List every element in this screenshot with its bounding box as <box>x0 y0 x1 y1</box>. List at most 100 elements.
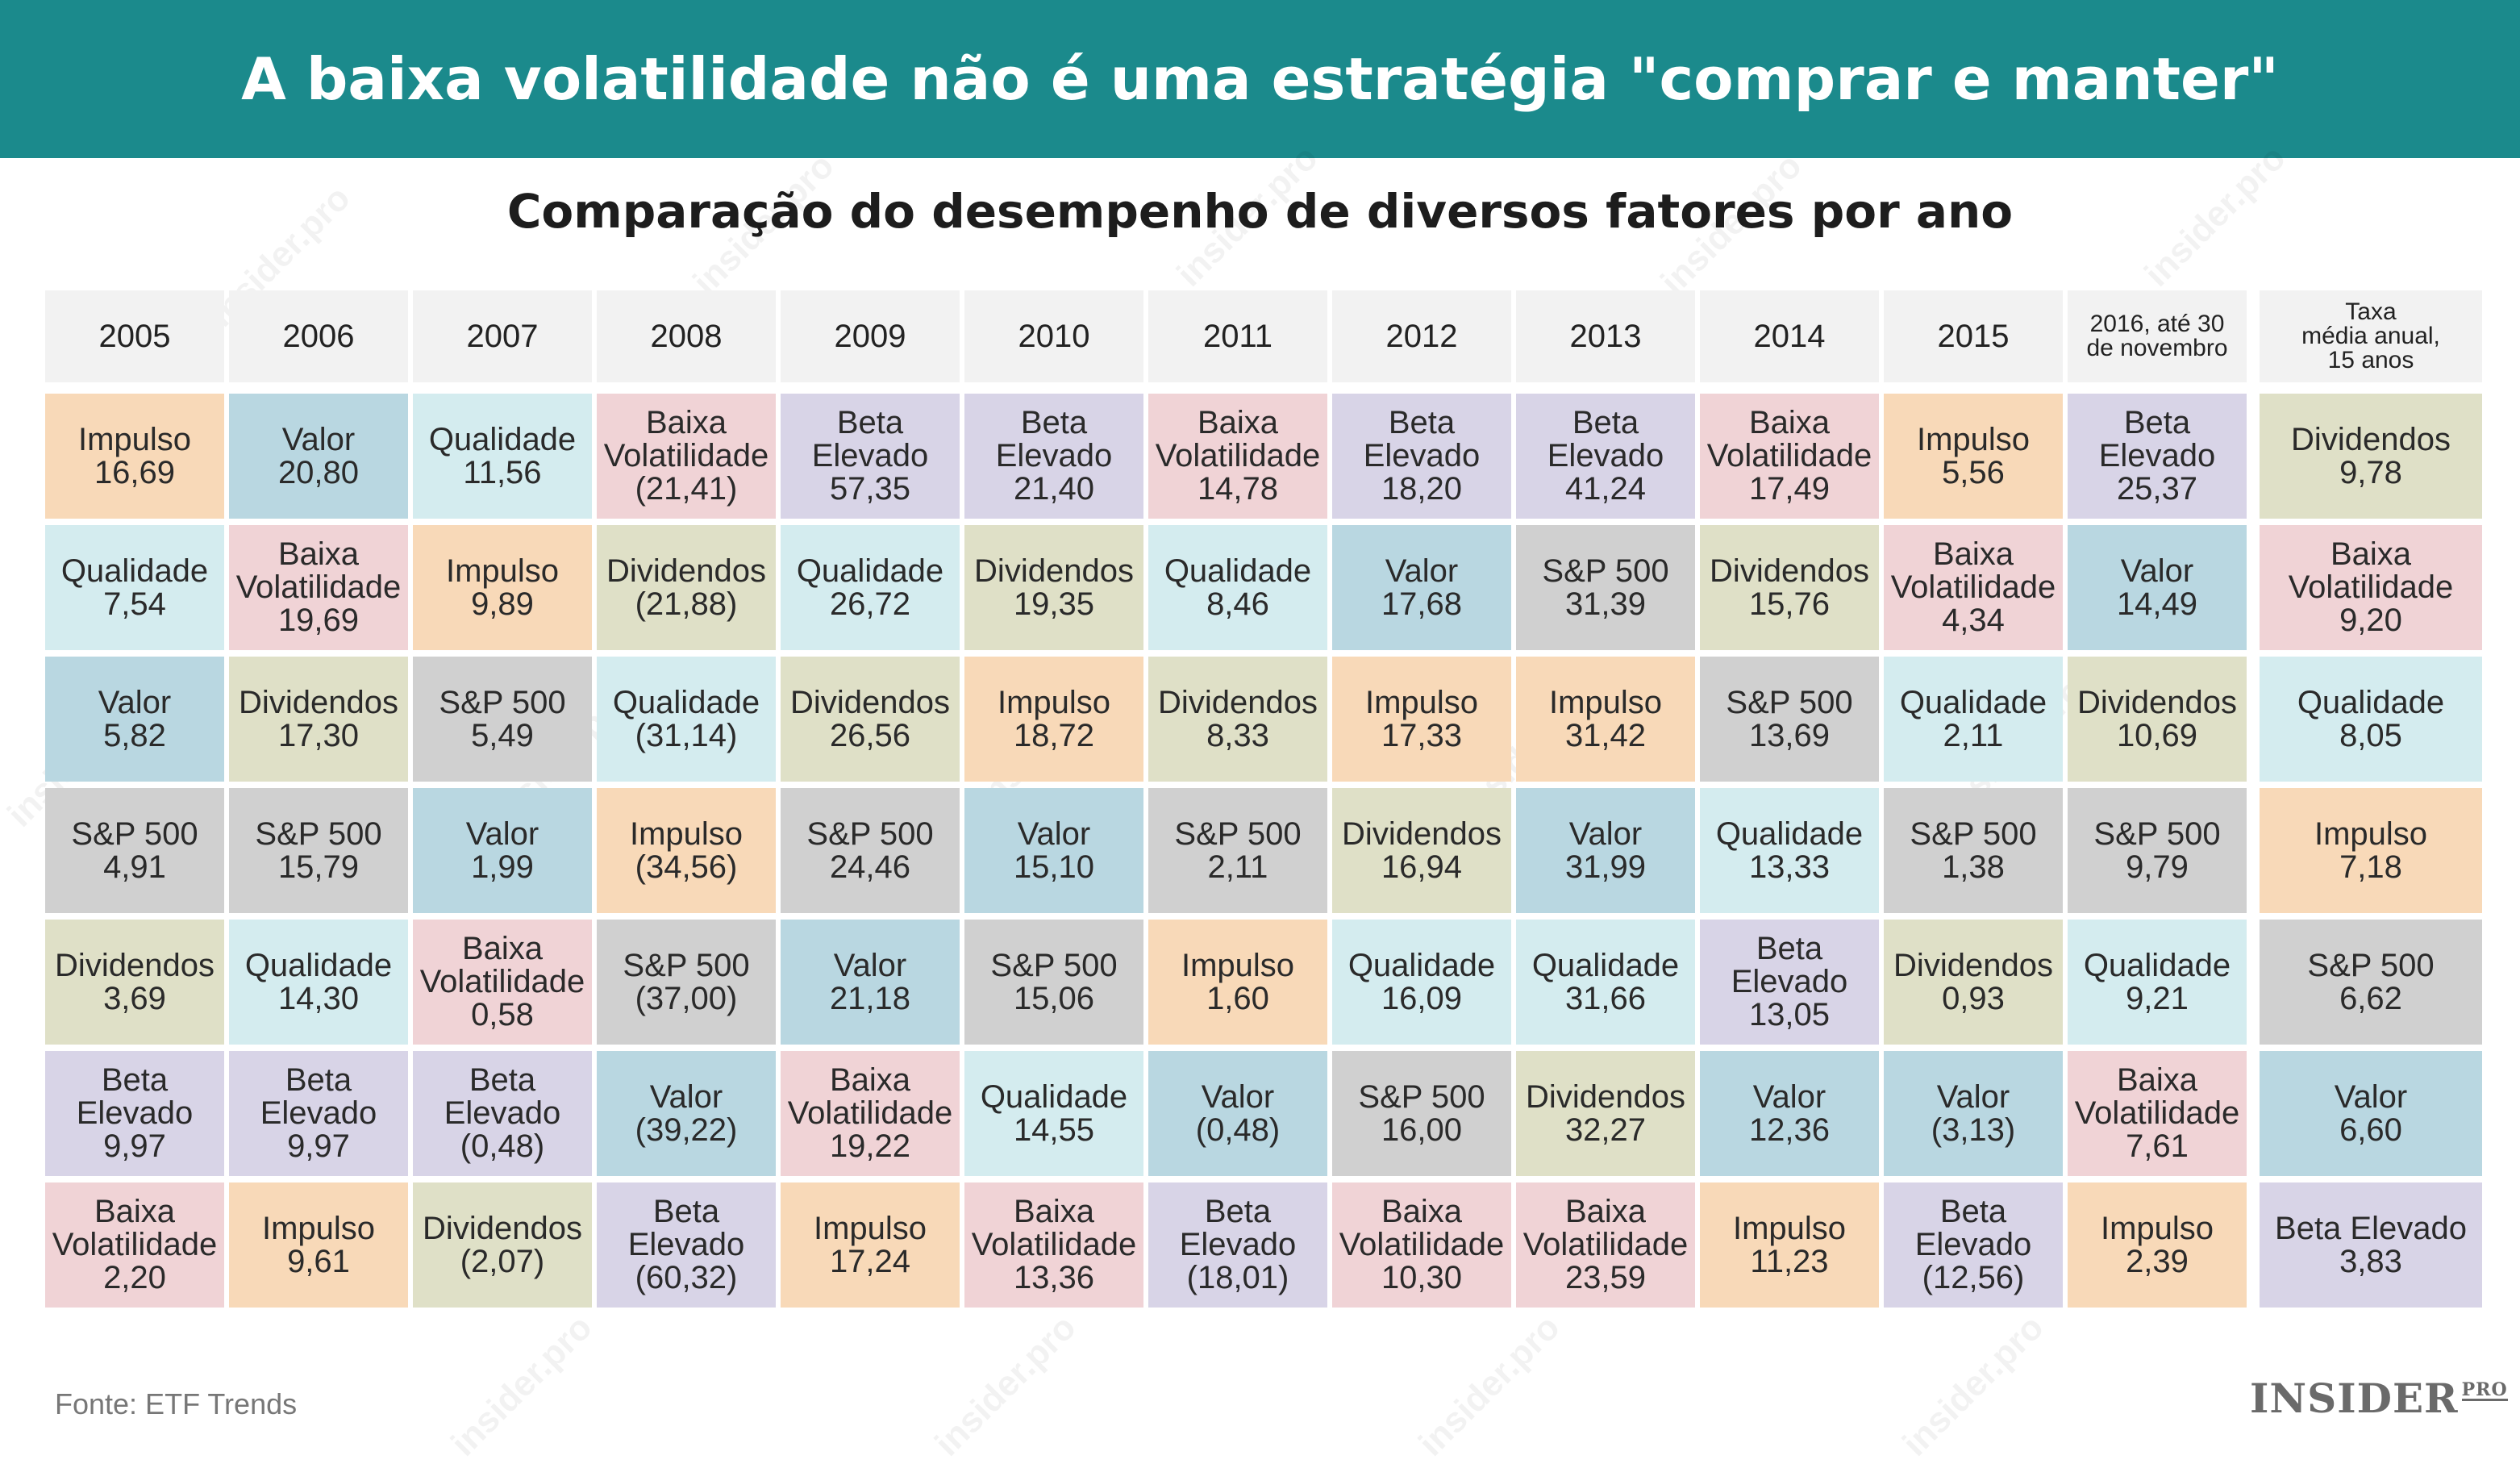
factor-cell-content: Qualidade 14,30 <box>245 949 392 1016</box>
factor-value: 14,30 <box>277 980 360 1016</box>
column-header-line: 2008 <box>650 318 723 354</box>
factor-value: 9,78 <box>2339 454 2402 490</box>
factor-cell: Beta Elevado (12,56) <box>1884 1182 2063 1308</box>
column-header: 2012 <box>1332 290 1511 382</box>
factor-label: Qualidade <box>1899 684 2047 720</box>
logo-main-text: INSIDER <box>2250 1374 2459 1422</box>
factor-cell-content: Beta Elevado 41,24 <box>1547 407 1664 506</box>
factor-cell-content: Qualidade 8,46 <box>1164 553 1312 621</box>
factor-cell: Impulso 9,89 <box>413 525 592 650</box>
factor-cell-content: Dividendos 9,78 <box>2291 423 2451 490</box>
factor-label: S&P 500 <box>1358 1078 1485 1115</box>
factor-cell: S&P 500 15,06 <box>964 920 1143 1045</box>
factor-value: 31,99 <box>1564 849 1647 885</box>
factor-label: Beta <box>2123 405 2191 440</box>
factor-cell: Qualidade 13,33 <box>1700 788 1879 913</box>
factor-value: 57,35 <box>829 471 911 507</box>
factor-cell-content: Baixa Volatilidade 13,36 <box>972 1195 1137 1295</box>
factor-value: 10,30 <box>1381 1260 1463 1295</box>
factor-cell: Dividendos 26,56 <box>781 657 960 782</box>
factor-cell-content: Baixa Volatilidade 23,59 <box>1523 1195 1689 1295</box>
factor-label: Qualidade <box>1164 553 1312 589</box>
factor-value: 21,18 <box>829 980 911 1016</box>
factor-value: 16,09 <box>1381 980 1463 1016</box>
factor-label: Impulso <box>1732 1210 1847 1246</box>
factor-cell: Qualidade 14,30 <box>229 920 408 1045</box>
factor-value: 6,62 <box>2339 980 2402 1016</box>
factor-value: 17,68 <box>1381 586 1463 622</box>
factor-value: 17,33 <box>1381 717 1463 753</box>
factor-cell-content: Impulso 2,39 <box>2101 1212 2214 1278</box>
factor-label: Baixa <box>2330 536 2412 572</box>
factor-value: 19,69 <box>277 603 360 638</box>
factor-cell-content: Dividendos 17,30 <box>239 686 398 753</box>
factor-cell-content: S&P 500 6,62 <box>2307 949 2434 1016</box>
factor-cell-content: Valor 21,18 <box>830 949 910 1016</box>
factor-cell: Impulso 31,42 <box>1516 657 1695 782</box>
column-header-line: 2005 <box>98 318 171 354</box>
factor-label: Qualidade <box>60 553 209 589</box>
factor-cell-content: Beta Elevado 57,35 <box>812 407 929 506</box>
factor-cell-content: Beta Elevado 9,97 <box>260 1064 377 1163</box>
factor-cell: Impulso 17,24 <box>781 1182 960 1308</box>
column-header-text: 2012 <box>1386 319 1458 355</box>
factor-cell: Beta Elevado 25,37 <box>2068 394 2247 519</box>
factor-cell-content: Baixa Volatilidade 4,34 <box>1891 538 2056 637</box>
factor-label: Dividendos <box>1893 947 2053 983</box>
factor-label: S&P 500 <box>1726 684 1853 720</box>
factor-label: Elevado <box>1914 1227 2032 1262</box>
factor-label: Valor <box>2120 553 2194 589</box>
factor-value: 5,82 <box>103 717 166 753</box>
column-header-text: 2016, até 30 de novembro <box>2086 312 2227 361</box>
column-header: 2007 <box>413 290 592 382</box>
factor-cell: Dividendos 8,33 <box>1148 657 1327 782</box>
factor-label: Volatilidade <box>603 438 769 473</box>
factor-label: Volatilidade <box>1339 1227 1505 1262</box>
factor-value: 7,61 <box>2126 1128 2189 1164</box>
factor-cell: Baixa Volatilidade 9,20 <box>2260 525 2482 650</box>
column-header-line: 2016, até 30 <box>2089 311 2225 337</box>
factor-cell-content: Impulso 11,23 <box>1733 1212 1846 1278</box>
factor-label: Volatilidade <box>1706 438 1872 473</box>
column-header-line: de novembro <box>2086 335 2228 361</box>
factor-value: 4,34 <box>1942 603 2005 638</box>
factor-cell: S&P 500 2,11 <box>1148 788 1327 913</box>
factor-value: 5,49 <box>471 717 534 753</box>
factor-cell-content: Dividendos 8,33 <box>1158 686 1318 753</box>
column-header-line: 2013 <box>1569 318 1642 354</box>
column-header-line: 15 anos <box>2327 347 2414 373</box>
factor-cell: Beta Elevado (0,48) <box>413 1051 592 1176</box>
factor-label: S&P 500 <box>806 815 934 852</box>
factor-label: Qualidade <box>2083 947 2231 983</box>
factor-cell-content: Beta Elevado 13,05 <box>1731 932 1848 1032</box>
factor-value: 7,18 <box>2339 849 2402 885</box>
column-header-line: 2010 <box>1018 318 1090 354</box>
factor-label: Qualidade <box>244 947 393 983</box>
factor-cell: Baixa Volatilidade 19,69 <box>229 525 408 650</box>
factor-label: Volatilidade <box>1890 569 2056 605</box>
factor-cell: Dividendos 17,30 <box>229 657 408 782</box>
factor-label: Beta <box>652 1194 720 1229</box>
chart-title: A baixa volatilidade não é uma estratégi… <box>241 45 2279 113</box>
factor-label: Volatilidade <box>787 1095 953 1131</box>
factor-cell: S&P 500 4,91 <box>45 788 224 913</box>
factor-label: Elevado <box>2098 438 2216 473</box>
column-header-text: 2015 <box>1938 319 2010 355</box>
factor-value: 5,56 <box>1942 454 2005 490</box>
factor-cell-content: S&P 500 31,39 <box>1542 554 1668 621</box>
factor-label: Dividendos <box>55 947 215 983</box>
factor-cell-content: S&P 500 9,79 <box>2093 817 2220 884</box>
factor-cell: Qualidade 8,46 <box>1148 525 1327 650</box>
factor-value: 0,58 <box>471 997 534 1032</box>
factor-cell-content: Baixa Volatilidade 10,30 <box>1339 1195 1505 1295</box>
column-header-text: 2007 <box>467 319 539 355</box>
factor-cell-content: Baixa Volatilidade 9,20 <box>2289 538 2454 637</box>
factor-cell-content: Beta Elevado 21,40 <box>996 407 1113 506</box>
factor-value: 0,93 <box>1942 980 2005 1016</box>
factor-value: (18,01) <box>1186 1260 1289 1295</box>
factor-cell-content: Impulso 17,24 <box>814 1212 927 1278</box>
factor-value: 1,99 <box>471 849 534 885</box>
factor-cell-content: Dividendos 0,93 <box>1893 949 2053 1016</box>
column-header-text: 2009 <box>835 319 906 355</box>
column-header: Taxa média anual, 15 anos <box>2260 290 2482 382</box>
